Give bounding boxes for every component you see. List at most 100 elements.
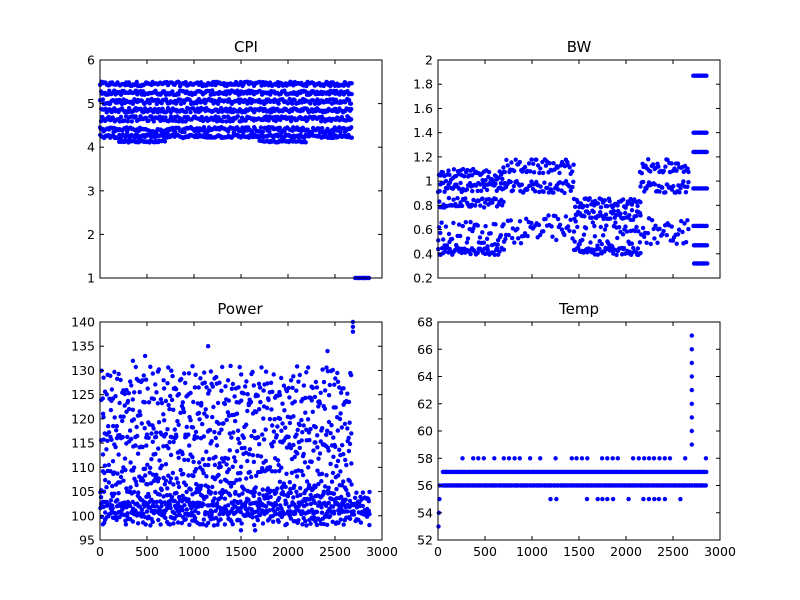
bw-point — [468, 219, 473, 225]
power-point — [204, 449, 209, 454]
power-point — [271, 372, 276, 377]
power-point — [328, 513, 333, 519]
power-point — [202, 380, 207, 385]
power-point — [108, 469, 113, 474]
temp-xtick-label: 0 — [434, 544, 442, 559]
bw-ytick-label: 1 — [425, 174, 433, 189]
power-point — [240, 491, 245, 496]
power-point — [336, 520, 341, 525]
bw-point — [573, 204, 578, 209]
temp-point — [579, 456, 585, 461]
power-point — [154, 430, 159, 435]
power-xtick-label: 1000 — [178, 544, 210, 559]
cpi-point — [349, 125, 354, 130]
power-point — [314, 385, 320, 390]
temp-ytick-label: 66 — [417, 342, 433, 357]
bw-point — [686, 169, 691, 175]
temp-point — [492, 456, 497, 461]
temp-point — [471, 456, 476, 461]
power-point — [124, 505, 129, 510]
bw-point — [675, 161, 681, 166]
power-point — [254, 473, 259, 478]
power-point — [337, 447, 342, 452]
power-point — [231, 430, 236, 435]
bw-point — [553, 213, 558, 219]
power-point — [263, 504, 269, 509]
bw-point — [495, 242, 500, 247]
power-point — [236, 385, 241, 390]
power-point — [187, 522, 192, 527]
bw-point — [704, 186, 710, 191]
power-point — [106, 430, 112, 435]
power-point — [220, 364, 225, 370]
power-point — [308, 426, 313, 432]
cpi-point — [106, 114, 112, 120]
bw-point — [555, 216, 561, 222]
bw-point — [648, 241, 653, 247]
bw-point — [447, 180, 453, 185]
power-point — [141, 511, 146, 516]
power-point — [119, 469, 125, 474]
power-point — [171, 482, 176, 487]
cpi-point — [110, 115, 115, 120]
power-point — [294, 388, 299, 393]
power-point — [347, 441, 353, 447]
temp-point — [584, 496, 590, 502]
bw-point — [607, 198, 612, 204]
power-point — [104, 392, 110, 397]
bw-point — [599, 241, 604, 247]
cpi-point — [151, 119, 156, 124]
power-point — [201, 502, 206, 507]
power-xtick-label: 1500 — [225, 544, 257, 559]
power-point — [352, 495, 358, 500]
cpi-point — [269, 110, 274, 115]
power-point — [218, 464, 223, 469]
temp-xtick-label: 500 — [473, 544, 497, 559]
power-point — [174, 476, 179, 481]
power-point — [106, 424, 111, 429]
power-point — [172, 498, 177, 504]
power-point — [338, 411, 343, 416]
power-point — [156, 420, 162, 425]
power-point — [253, 485, 258, 490]
bw-point — [441, 237, 446, 242]
power-point — [172, 491, 177, 496]
cpi-point — [183, 80, 188, 85]
power-point — [130, 397, 135, 402]
cpi-point — [278, 117, 283, 123]
power-point — [108, 407, 114, 413]
power-point — [149, 431, 154, 436]
power-point — [237, 440, 242, 446]
bw-point — [559, 227, 565, 232]
power-point — [130, 407, 136, 412]
bw-point — [621, 246, 627, 251]
power-point — [138, 412, 143, 418]
power-point — [236, 493, 242, 498]
power-point — [310, 409, 315, 414]
power-point — [243, 506, 248, 512]
bw-point — [604, 223, 609, 228]
temp-point — [651, 456, 657, 461]
bw-point — [598, 210, 603, 215]
power-point — [328, 461, 333, 467]
power-point — [341, 479, 346, 484]
bw-point — [477, 235, 483, 240]
power-point — [235, 428, 241, 433]
power-point — [281, 481, 287, 486]
bw-point — [471, 226, 476, 231]
power-point — [244, 476, 249, 481]
power-point — [284, 445, 290, 450]
power-point — [186, 473, 191, 478]
power-point — [189, 510, 194, 515]
bw-point — [471, 166, 476, 172]
power-point — [116, 491, 121, 496]
power-point — [342, 509, 348, 514]
power-point — [334, 486, 339, 492]
bw-point — [446, 231, 452, 237]
cpi-point — [162, 139, 168, 144]
power-point — [321, 521, 327, 527]
bw-point — [463, 196, 468, 201]
bw-point — [456, 222, 462, 227]
power-point — [287, 480, 292, 485]
power-point — [325, 348, 330, 354]
